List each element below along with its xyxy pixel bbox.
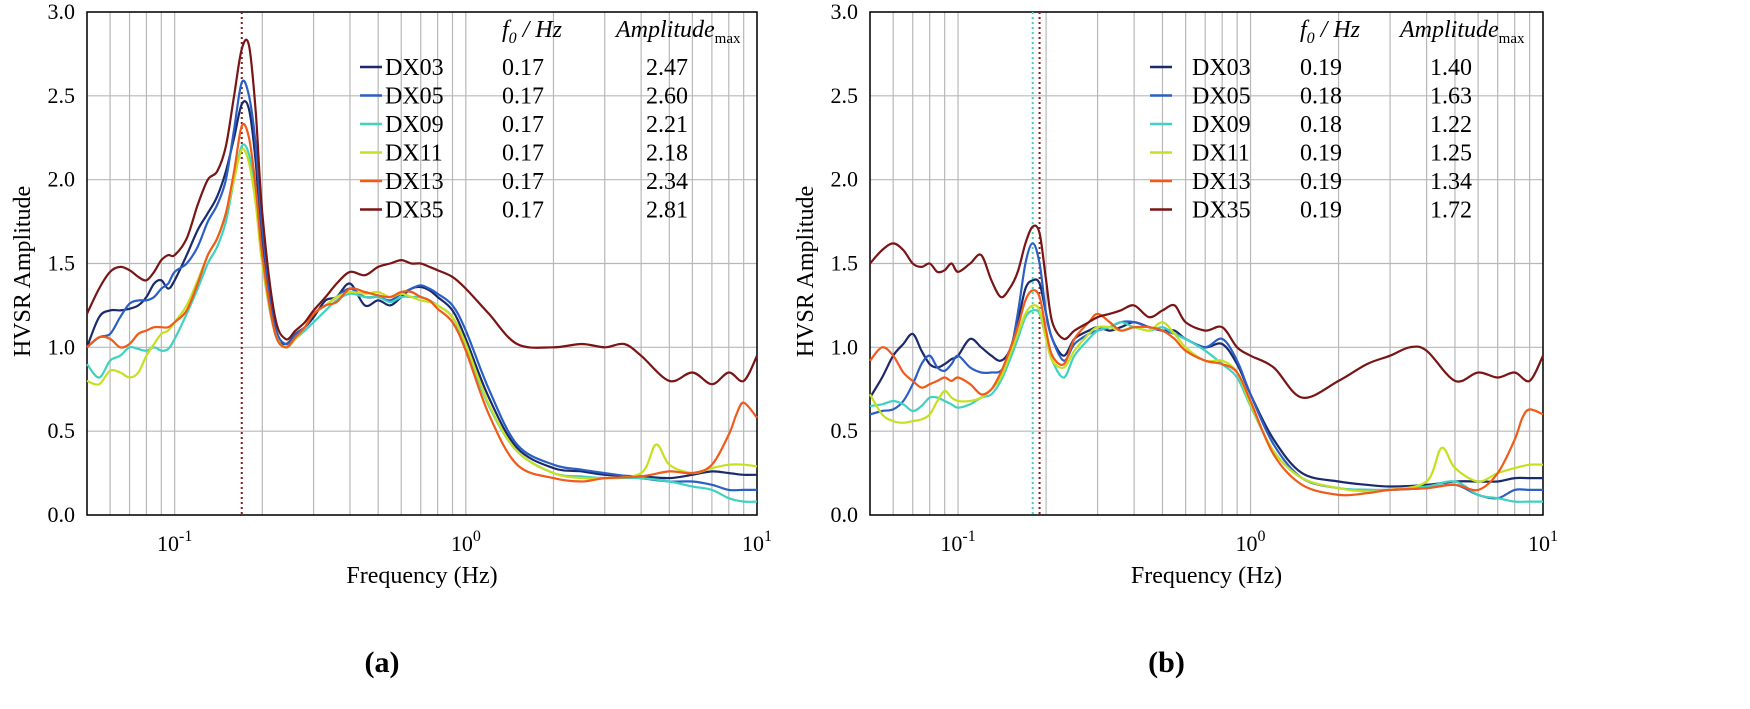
legend-label: DX13	[385, 169, 444, 195]
legend-label: DX11	[1192, 141, 1250, 167]
y-tick-label: 1.0	[831, 334, 859, 359]
legend-amplitude-value: 2.34	[646, 169, 688, 195]
y-tick-label: 1.0	[48, 334, 76, 359]
x-tick-label: 101	[742, 528, 772, 556]
y-tick-label: 0.5	[831, 418, 859, 443]
y-tick-label: 3.0	[831, 0, 859, 24]
y-tick-label: 3.0	[48, 0, 76, 24]
legend-label: DX09	[385, 112, 444, 138]
legend-amplitude-value: 2.60	[646, 84, 688, 110]
panel-label: (a)	[365, 646, 400, 679]
legend-label: DX03	[385, 55, 444, 81]
legend-amplitude-value: 2.47	[646, 55, 688, 81]
chart-panel-a: 0.0 0.5 1.0 1.5 2.0 2.5 3.0 10-1 100 101 Frequency…	[10, 0, 772, 679]
legend-amplitude-value: 1.63	[1430, 84, 1472, 110]
legend-f0-value: 0.19	[1300, 169, 1342, 195]
legend-f0-value: 0.17	[502, 55, 544, 81]
x-tick-label: 101	[1528, 528, 1558, 556]
x-tick-label: 100	[1236, 528, 1266, 556]
legend-f0-value: 0.18	[1300, 112, 1342, 138]
legend-label: DX11	[385, 141, 443, 167]
x-tick-label: 100	[451, 528, 481, 556]
series-line-dx05	[870, 243, 1543, 498]
panel-label: (b)	[1148, 646, 1185, 679]
series-line-dx03	[870, 279, 1543, 486]
legend-f0-value: 0.17	[502, 141, 544, 167]
x-axis-label: Frequency (Hz)	[346, 563, 497, 589]
legend-f0-value: 0.19	[1300, 55, 1342, 81]
legend-label: DX03	[1192, 55, 1251, 81]
legend-label: DX05	[1192, 84, 1251, 110]
chart-panel-b: 0.0 0.5 1.0 1.5 2.0 2.5 3.0 10-1 100 101 Frequency…	[793, 0, 1558, 679]
legend-f0-value: 0.17	[502, 84, 544, 110]
legend-f0-value: 0.17	[502, 112, 544, 138]
legend-label: DX05	[385, 84, 444, 110]
legend-amplitude-value: 2.81	[646, 198, 688, 224]
legend-amplitude-value: 2.18	[646, 141, 688, 167]
x-tick-label: 10-1	[940, 528, 975, 556]
series-line-dx35	[870, 226, 1543, 398]
series-line-dx13	[870, 290, 1543, 495]
legend-header-amplitude: Amplitudemax	[614, 17, 741, 47]
legend-label: DX09	[1192, 112, 1251, 138]
legend-f0-value: 0.19	[1300, 198, 1342, 224]
y-axis-label: HVSR Amplitude	[10, 186, 36, 357]
legend-label: DX35	[1192, 198, 1251, 224]
y-tick-label: 1.5	[831, 251, 859, 276]
legend-label: DX13	[1192, 169, 1251, 195]
x-tick-label: 10-1	[157, 528, 192, 556]
legend-amplitude-value: 1.40	[1430, 55, 1472, 81]
legend-header-f0: f0 / Hz	[1300, 17, 1361, 47]
y-tick-label: 1.5	[48, 251, 76, 276]
legend-header-amplitude: Amplitudemax	[1398, 17, 1525, 47]
legend-amplitude-value: 1.72	[1430, 198, 1472, 224]
y-tick-label: 0.0	[48, 502, 76, 527]
legend-amplitude-value: 2.21	[646, 112, 688, 138]
y-tick-label: 2.5	[48, 83, 76, 108]
legend-f0-value: 0.17	[502, 169, 544, 195]
legend-f0-value: 0.17	[502, 198, 544, 224]
y-tick-label: 0.0	[831, 502, 859, 527]
y-axis-label: HVSR Amplitude	[793, 186, 819, 357]
x-axis-label: Frequency (Hz)	[1131, 563, 1282, 589]
legend-header-f0: f0 / Hz	[502, 17, 563, 47]
y-tick-label: 2.5	[831, 83, 859, 108]
legend-f0-value: 0.19	[1300, 141, 1342, 167]
hvsr-figure: 0.0 0.5 1.0 1.5 2.0 2.5 3.0 10-1 100 101 Frequency…	[0, 0, 1750, 704]
y-tick-label: 2.0	[831, 167, 859, 192]
y-tick-label: 0.5	[48, 418, 76, 443]
legend-f0-value: 0.18	[1300, 84, 1342, 110]
y-tick-label: 2.0	[48, 167, 76, 192]
series-line-dx11	[870, 305, 1543, 491]
legend-amplitude-value: 1.34	[1430, 169, 1472, 195]
legend-label: DX35	[385, 198, 444, 224]
legend-amplitude-value: 1.22	[1430, 112, 1472, 138]
legend-amplitude-value: 1.25	[1430, 141, 1472, 167]
